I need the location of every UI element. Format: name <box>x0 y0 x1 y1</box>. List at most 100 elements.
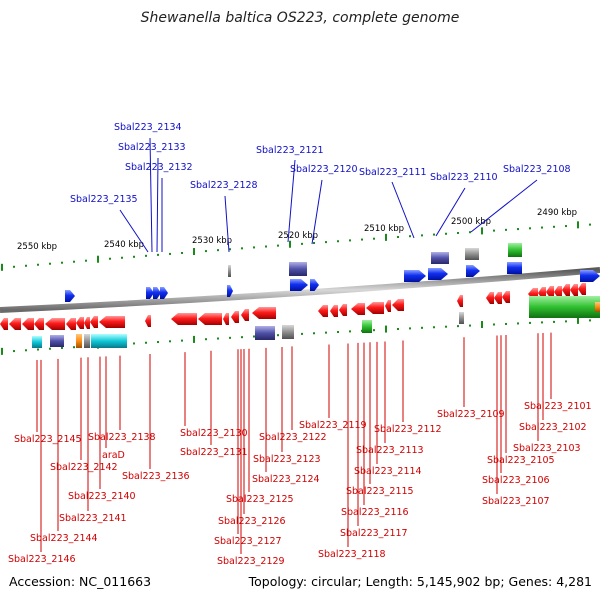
scale-tick <box>145 254 147 257</box>
gene-label-bottom: Sbal223_2102 <box>519 422 587 433</box>
scale-tick <box>481 321 483 329</box>
scale-tick <box>169 340 171 343</box>
gene-box <box>595 302 600 312</box>
gene-arrow <box>494 292 502 304</box>
scale-tick <box>517 322 519 325</box>
gene-label-bottom: Sbal223_2116 <box>341 507 409 518</box>
gene-label-top: Sbal223_2108 <box>503 164 571 175</box>
scale-tick <box>529 321 531 324</box>
gene-arrow <box>145 315 151 327</box>
gene-arrow <box>392 299 404 311</box>
gene-arrow <box>0 318 8 330</box>
scale-tick <box>73 346 75 349</box>
gene-label-top: Sbal223_2133 <box>118 142 186 153</box>
leader-line <box>149 137 153 253</box>
scale-tick <box>373 329 375 332</box>
gene-label-top: Sbal223_2110 <box>430 172 498 183</box>
gene-arrow <box>546 286 554 298</box>
gene-arrow <box>385 300 391 312</box>
scale-tick <box>517 228 519 231</box>
bottom-leader-lines <box>36 332 552 554</box>
scale-tick <box>277 244 279 247</box>
gene-label-bottom: Sbal223_2131 <box>180 447 248 458</box>
scale-tick <box>157 341 159 344</box>
gene-arrow <box>90 316 98 328</box>
scale-tick <box>505 228 507 231</box>
gene-arrow <box>153 287 161 299</box>
scale-tick <box>1 347 3 355</box>
gene-box <box>255 326 275 340</box>
scale-tick <box>409 235 411 238</box>
kbp-label: 2540 kbp <box>104 240 144 250</box>
scale-tick <box>49 262 51 265</box>
genome-backbone <box>0 267 600 313</box>
scale-tick <box>325 331 327 334</box>
gene-label-bottom: Sbal223_2114 <box>354 466 422 477</box>
kbp-label: 2550 kbp <box>17 242 57 252</box>
scale-tick <box>253 246 255 249</box>
gene-arrow <box>84 317 90 329</box>
leader-line <box>287 159 296 243</box>
scale-tick <box>229 336 231 339</box>
gene-box <box>91 334 127 348</box>
scale-tick <box>217 337 219 340</box>
gene-arrow <box>310 279 319 291</box>
scale-tick <box>193 335 195 343</box>
gene-arrow <box>366 302 384 314</box>
gene-arrow <box>198 313 222 325</box>
gene-box <box>529 296 600 318</box>
gene-label-bottom: araD <box>102 450 125 461</box>
gene-label-top: Sbal223_2111 <box>359 167 427 178</box>
gene-label-top: Sbal223_2132 <box>125 162 193 173</box>
scale-tick <box>577 221 579 229</box>
gene-arrow <box>99 316 125 328</box>
scale-tick <box>589 319 591 322</box>
scale-tick <box>109 257 111 260</box>
gene-arrow <box>570 284 578 296</box>
gene-box <box>510 262 522 274</box>
gene-label-bottom: Sbal223_2140 <box>68 491 136 502</box>
scale-tick <box>553 320 555 323</box>
scale-tick <box>61 261 63 264</box>
gene-label-top: Sbal223_2121 <box>256 145 324 156</box>
scale-tick <box>469 231 471 234</box>
gene-label-bottom: Sbal223_2125 <box>226 494 294 505</box>
scale-tick <box>133 342 135 345</box>
gene-label-bottom: Sbal223_2136 <box>122 471 190 482</box>
scale-tick <box>205 250 207 253</box>
gene-arrow <box>9 318 21 330</box>
scale-tick <box>553 225 555 228</box>
scale-tick <box>493 229 495 232</box>
kbp-labels: 2550 kbp 2540 kbp 2530 kbp 2520 kbp 2510 kbp… <box>17 208 577 252</box>
gene-arrow <box>171 313 197 325</box>
gene-label-bottom: Sbal223_2141 <box>59 513 127 524</box>
gene-box <box>459 312 464 324</box>
scale-tick <box>433 326 435 329</box>
gene-label-top: Sbal223_2135 <box>70 194 138 205</box>
scale-tick <box>133 255 135 258</box>
gene-arrow <box>227 285 233 297</box>
gene-box <box>76 334 82 348</box>
gene-arrow <box>34 318 44 330</box>
gene-arrow <box>562 284 570 296</box>
gene-label-bottom: Sbal223_2124 <box>252 474 320 485</box>
scale-tick <box>433 233 435 236</box>
gene-arrow <box>502 291 510 303</box>
scale-tick <box>445 325 447 328</box>
gene-label-top: Sbal223_2128 <box>190 180 258 191</box>
gene-features <box>0 243 600 348</box>
scale-tick <box>301 242 303 245</box>
gene-label-bottom: Sbal223_2122 <box>259 432 327 443</box>
leader-line <box>156 157 159 253</box>
gene-label-top: Sbal223_2134 <box>114 122 182 133</box>
scale-tick <box>229 248 231 251</box>
scale-tick <box>325 241 327 244</box>
topology-text: Topology: circular; Length: 5,145,902 bp… <box>248 574 592 589</box>
scale-tick <box>13 265 15 268</box>
gene-box <box>84 334 90 348</box>
scale-tick <box>565 320 567 323</box>
accession-text: Accession: NC_011663 <box>9 574 152 589</box>
scale-tick <box>385 233 387 241</box>
scale-tick <box>181 251 183 254</box>
scale-tick <box>289 240 291 248</box>
